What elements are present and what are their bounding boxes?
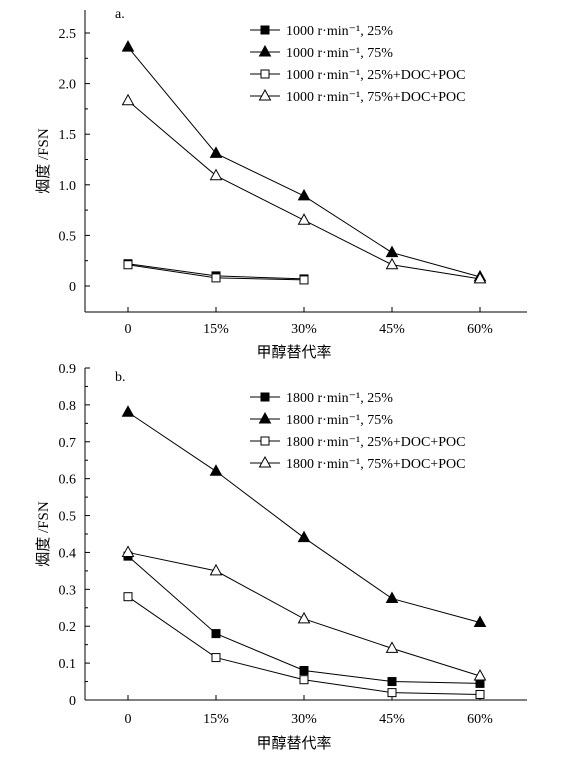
x-tick-label: 15% [203,322,229,337]
legend-marker [260,436,270,446]
legend-marker [258,88,272,101]
y-tick-label: 1.5 [59,128,77,143]
data-point [211,273,221,283]
data-point [299,665,309,675]
data-point [209,563,223,576]
data-point [297,188,311,201]
data-point [297,213,311,225]
x-tick-label: 45% [379,322,405,337]
y-tick-label: 1.0 [59,179,77,194]
legend-marker [258,455,272,468]
data-point [211,629,221,639]
data-point [473,615,487,628]
x-tick-label: 60% [467,322,493,337]
x-tick-label: 15% [203,712,229,727]
data-point [209,168,223,181]
series-3 [123,260,309,285]
x-tick-label: 30% [291,322,317,337]
legend-label: 1000 r·min⁻¹, 25%+DOC+POC [286,68,465,83]
data-point [299,275,309,285]
y-tick-label: 2.0 [59,78,77,93]
legend-marker [260,392,270,402]
y-tick-label: 0 [69,694,76,709]
y-tick-label: 2.5 [59,27,77,42]
legend-label: 1000 r·min⁻¹, 25% [286,24,393,39]
data-point [385,591,399,604]
series-2 [121,405,487,628]
chart-panel-1: 0 0.5 1.0 1.5 2.0 2.5 0 15% 30% 45% 60% 甲醇替代率 烟度 /FS… [35,7,527,361]
y-tick-label: 0.4 [59,546,77,561]
chart-panel-2: 0 0.1 0.2 0.3 0.4 0.5 0.6 0.7 0.8 0.9 0 15% 30% 45% 60… [35,362,527,752]
legend-marker [258,44,272,57]
legend: 1800 r·min⁻¹, 25% 1800 r·min⁻¹, 75% 1800 r… [250,391,465,472]
data-point [121,405,135,417]
legend-label: 1800 r·min⁻¹, 25% [286,391,393,406]
x-tick-label: 30% [291,712,317,727]
data-point [475,678,485,688]
y-tick-label: 0.6 [59,473,77,488]
data-point [121,545,135,557]
data-point [297,530,311,543]
y-axis-label: 烟度 /FSN [35,501,52,567]
y-tick-label: 0 [69,280,76,295]
legend-marker [258,411,272,424]
data-point [123,592,133,602]
x-axis-label: 甲醇替代率 [256,735,331,752]
panel-label: a. [115,7,125,22]
data-point [473,668,487,681]
series-4 [121,93,487,284]
legend-label: 1000 r·min⁻¹, 75% [286,46,393,61]
series-4 [121,545,487,681]
x-axis-label: 甲醇替代率 [256,344,331,361]
data-point [211,653,221,663]
legend: 1000 r·min⁻¹, 25% 1000 r·min⁻¹, 75% 1000 r… [250,24,465,105]
y-axis-label: 烟度 /FSN [35,128,52,194]
y-tick-label: 0.3 [59,583,77,598]
x-tick-label: 45% [379,712,405,727]
y-tick-label: 0.8 [59,399,77,414]
data-point [385,641,399,653]
data-point [121,40,135,52]
y-tick-label: 0.9 [59,362,77,377]
data-point [121,93,135,106]
data-point [385,245,399,258]
data-point [297,611,311,624]
panel-label: b. [115,370,126,385]
data-point [473,271,487,284]
x-tick-label: 60% [467,712,493,727]
data-point [387,677,397,687]
data-point [123,260,133,270]
data-point [209,464,223,476]
legend-marker [260,25,270,35]
y-tick-label: 0.5 [59,229,77,244]
y-tick-label: 0.7 [59,436,77,451]
legend-label: 1800 r·min⁻¹, 75%+DOC+POC [286,457,465,472]
data-point [385,257,399,270]
data-point [299,675,309,685]
data-point [475,689,485,699]
data-point [209,146,223,158]
data-point [387,688,397,698]
x-tick-label: 0 [125,322,132,337]
y-tick-label: 0.1 [59,657,77,672]
legend-marker [260,69,270,79]
y-tick-label: 0.2 [59,620,77,635]
series-3 [123,592,485,699]
legend-label: 1800 r·min⁻¹, 25%+DOC+POC [286,435,465,450]
x-tick-label: 0 [125,712,132,727]
y-tick-label: 0.5 [59,510,77,525]
legend-label: 1000 r·min⁻¹, 75%+DOC+POC [286,90,465,105]
legend-label: 1800 r·min⁻¹, 75% [286,413,393,428]
